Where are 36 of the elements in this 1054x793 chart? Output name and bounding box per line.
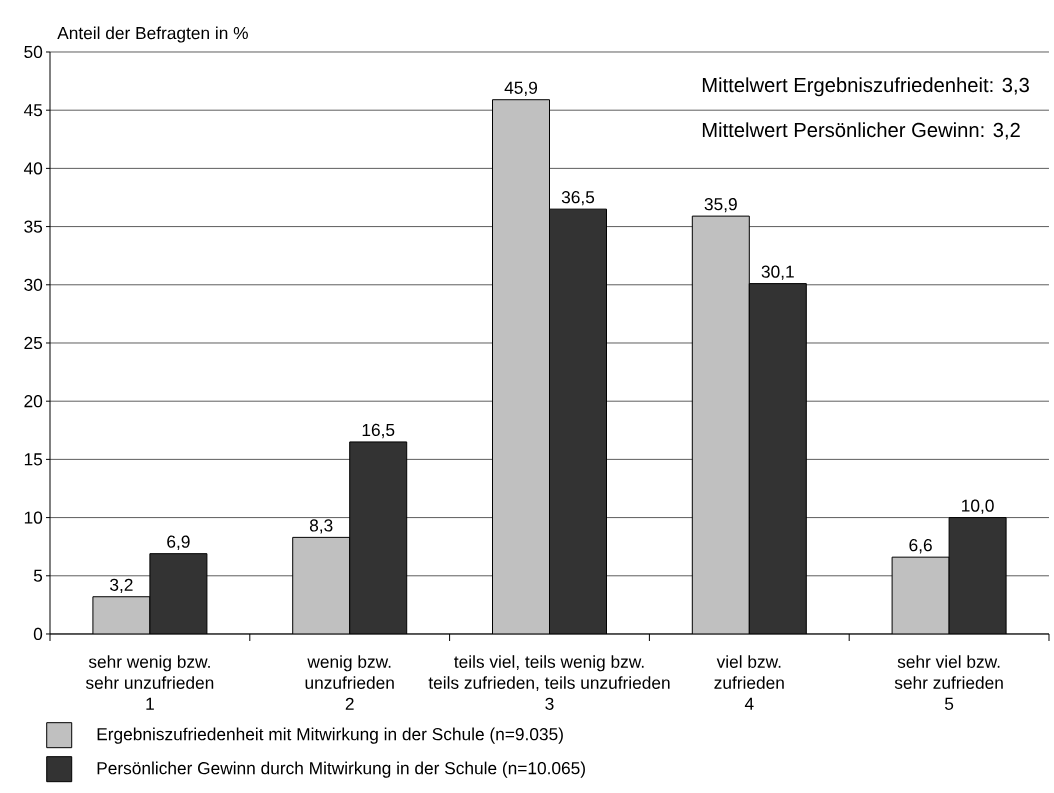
data-label: 16,5	[362, 423, 395, 439]
y-tick-label: 35	[24, 220, 43, 233]
x-tick-label: viel bzw. zufrieden 4	[714, 655, 784, 710]
y-tick-label: 50	[24, 45, 43, 59]
annotation: Mittelwert Persönlicher Gewinn: 3,2	[702, 122, 1020, 140]
y-axis-title: Anteil der Befragten in %	[57, 26, 248, 43]
y-tick-label: 25	[24, 336, 43, 350]
bar	[749, 283, 807, 634]
y-tick-label: 5	[33, 569, 43, 582]
y-tick-label: 10	[24, 511, 43, 524]
bar	[549, 209, 607, 634]
y-tick-label: 20	[24, 395, 43, 408]
x-tick-label: sehr wenig bzw. sehr unzufrieden 1	[85, 655, 214, 710]
y-tick-label: 15	[24, 453, 43, 466]
x-tick-label: wenig bzw. unzufrieden 2	[305, 655, 394, 710]
data-label: 10,0	[962, 499, 994, 514]
legend-label: Ergebniszufriedenheit mit Mitwirkung in der Schule (n=9.035)	[97, 727, 563, 744]
data-label: 30,1	[761, 265, 794, 280]
y-tick-label: 40	[23, 162, 43, 175]
bar	[948, 517, 1007, 634]
y-tick-label: 30	[24, 278, 43, 291]
x-tick-label: sehr viel bzw. sehr zufrieden 5	[894, 655, 1003, 710]
data-label: 6,9	[167, 535, 190, 550]
x-tick-label: teils viel, teils wenig bzw. teils zufrieden, teils unzufrieden 3	[428, 655, 670, 710]
y-tick-label: 0	[33, 627, 43, 641]
bar	[349, 441, 407, 634]
data-label: 36,5	[561, 191, 595, 206]
data-label: 3,2	[110, 578, 133, 593]
bar	[149, 553, 207, 634]
annotation: Mittelwert Ergebniszufriedenheit: 3,3	[702, 77, 1029, 97]
y-tick-label: 45	[23, 104, 43, 117]
data-label: 6,6	[909, 539, 932, 554]
data-label: 8,3	[309, 519, 333, 534]
legend-label: Persönlicher Gewinn durch Mitwirkung in der Schule (n=10.065)	[97, 761, 585, 778]
data-label: 35,9	[704, 198, 737, 213]
data-label: 45,9	[504, 81, 538, 96]
